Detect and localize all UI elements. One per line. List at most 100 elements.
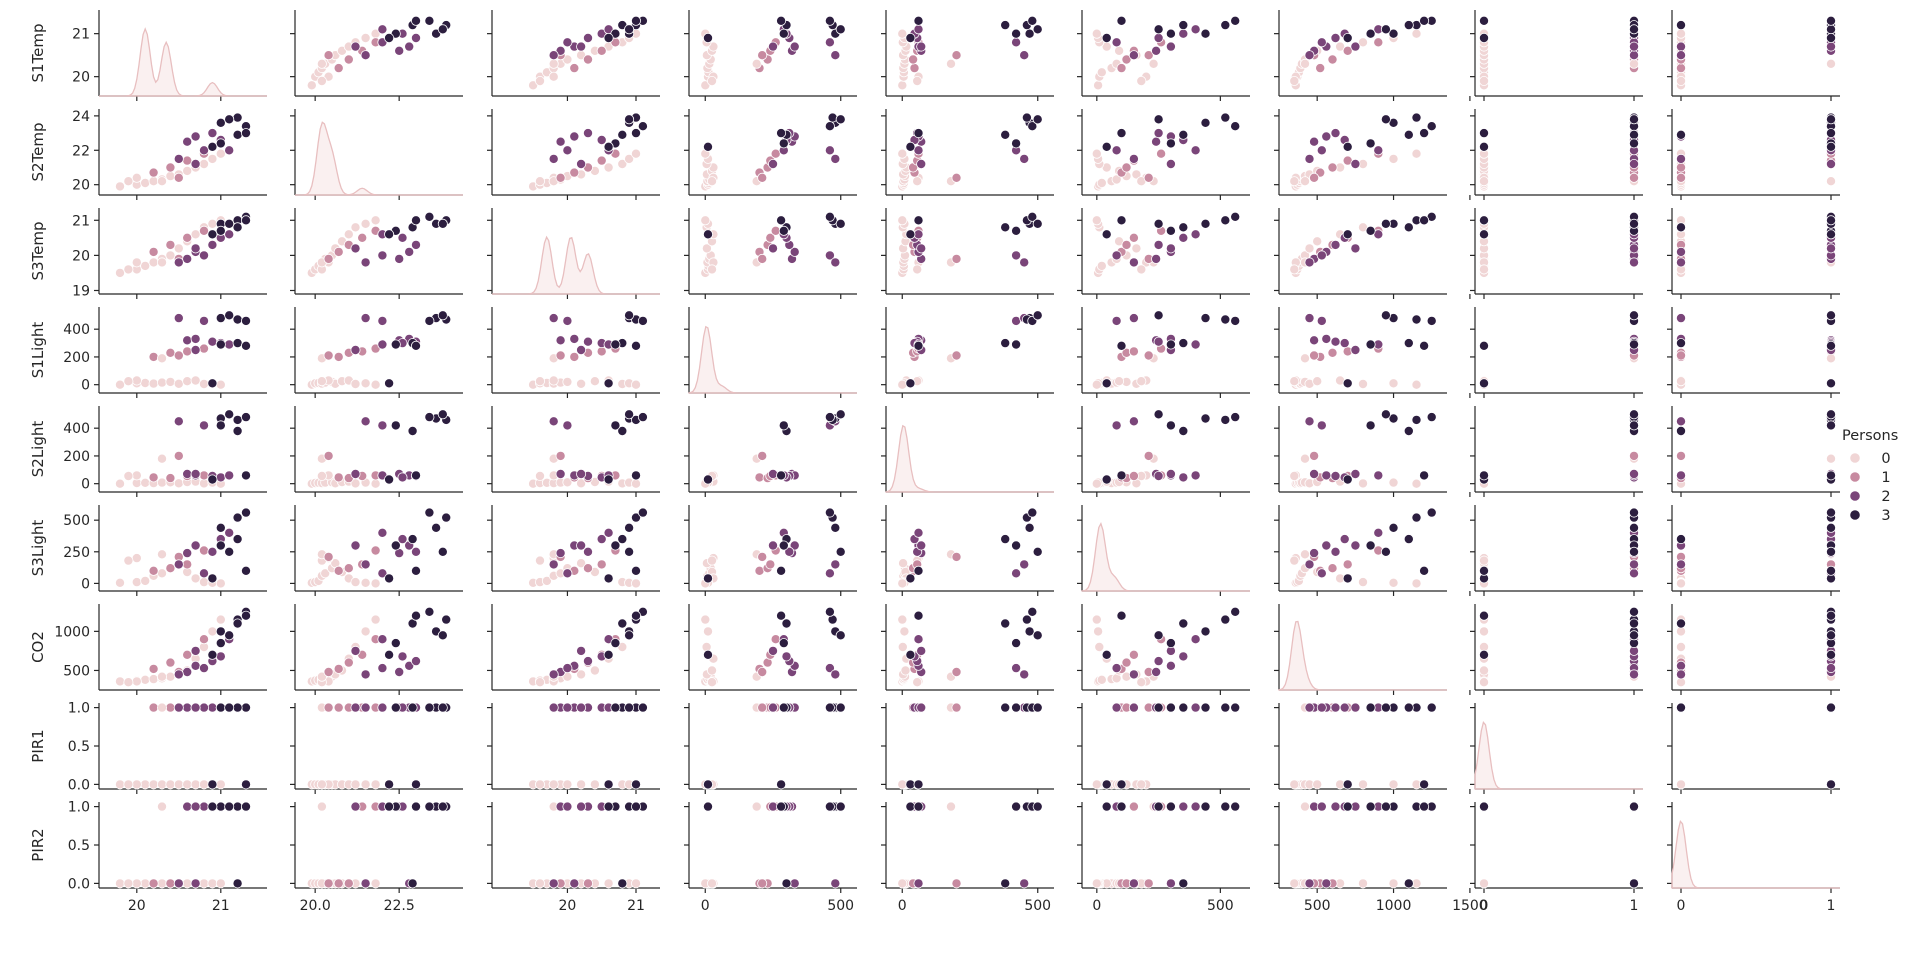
scatter-point: [384, 573, 395, 584]
scatter-point: [1629, 41, 1640, 52]
scatter-point: [562, 37, 573, 48]
scatter-point: [1027, 507, 1038, 518]
scatter-point: [198, 634, 209, 645]
scatter-point: [1136, 677, 1147, 688]
panel-s1light-vs-s3temp: [487, 307, 660, 398]
scatter-point: [360, 218, 371, 229]
scatter-point: [1111, 145, 1122, 156]
scatter-point: [1403, 129, 1414, 140]
scatter-point: [397, 534, 408, 545]
scatter-point: [173, 243, 184, 254]
scatter-point: [1289, 555, 1300, 566]
scatter-point: [1091, 878, 1102, 889]
scatter-point: [1676, 50, 1687, 61]
scatter-point: [148, 176, 159, 187]
scatter-point: [1178, 232, 1189, 243]
scatter-point: [165, 671, 176, 682]
scatter-point: [1032, 24, 1043, 35]
scatter-point: [1178, 338, 1189, 349]
scatter-point: [1101, 474, 1112, 485]
scatter-point: [182, 232, 193, 243]
scatter-point: [1121, 657, 1132, 668]
scatter-point: [1000, 338, 1011, 349]
scatter-point: [350, 468, 361, 479]
scatter-point: [1153, 656, 1164, 667]
scatter-point: [555, 335, 566, 346]
x-tick-label: 1: [1630, 898, 1639, 914]
scatter-point: [1629, 801, 1640, 812]
scatter-point: [1011, 638, 1022, 649]
scatter-point: [1426, 507, 1437, 518]
scatter-point: [215, 522, 226, 533]
panel-s2light-vs-pir1: [1470, 406, 1643, 497]
scatter-point: [1128, 649, 1139, 660]
scatter-point: [624, 310, 635, 321]
scatter-point: [701, 243, 712, 254]
scatter-point: [123, 555, 134, 566]
scatter-point: [1826, 158, 1837, 169]
scatter-point: [1629, 878, 1640, 889]
scatter-point: [424, 15, 435, 26]
kde-curve-persons-0: [1278, 620, 1447, 691]
scatter-point: [232, 414, 243, 425]
scatter-point: [789, 41, 800, 52]
scatter-point: [165, 702, 176, 713]
scatter-point: [1027, 606, 1038, 617]
scatter-point: [835, 801, 846, 812]
scatter-point: [1153, 409, 1164, 420]
scatter-point: [1365, 801, 1376, 812]
scatter-point: [215, 540, 226, 551]
x-tick-label: 22.5: [384, 898, 415, 914]
x-tick-label: 500: [1304, 898, 1331, 914]
scatter-point: [1629, 630, 1640, 641]
scatter-point: [1116, 470, 1127, 481]
scatter-point: [776, 801, 787, 812]
scatter-point: [617, 618, 628, 629]
scatter-point: [610, 339, 621, 350]
scatter-point: [165, 473, 176, 484]
panel-co2-vs-co2: [1274, 604, 1471, 695]
y-tick-label: 0: [81, 477, 90, 493]
scatter-point: [215, 420, 226, 431]
scatter-point: [1316, 250, 1327, 261]
scatter-point: [583, 128, 594, 139]
y-tick-label: 20: [72, 248, 90, 264]
scatter-point: [131, 375, 142, 386]
legend-label: 2: [1881, 489, 1890, 505]
scatter-point: [1388, 153, 1399, 164]
scatter-point: [548, 313, 559, 324]
scatter-point: [555, 450, 566, 461]
scatter-point: [232, 338, 243, 349]
scatter-point: [913, 15, 924, 26]
scatter-point: [316, 76, 327, 87]
scatter-point: [404, 246, 415, 257]
scatter-point: [576, 558, 587, 569]
scatter-point: [1629, 172, 1640, 183]
scatter-point: [173, 478, 184, 489]
scatter-point: [1111, 315, 1122, 326]
scatter-point: [123, 470, 134, 481]
scatter-point: [1178, 651, 1189, 662]
scatter-point: [1316, 702, 1327, 713]
scatter-point: [1826, 128, 1837, 139]
panel-s2light-vs-s3temp: [487, 406, 660, 497]
scatter-point: [1096, 260, 1107, 271]
scatter-point: [1629, 58, 1640, 69]
scatter-point: [576, 702, 587, 713]
panel-s3temp-vs-s1temp: 19 20 21 S3Temp: [29, 208, 267, 299]
scatter-point: [548, 702, 559, 713]
panel-s1temp-vs-s2light: [881, 10, 1054, 101]
scatter-point: [768, 540, 779, 551]
legend-marker: [1849, 471, 1861, 483]
scatter-point: [548, 669, 559, 680]
scatter-point: [394, 253, 405, 264]
scatter-point: [1676, 129, 1687, 140]
scatter-point: [637, 121, 648, 132]
scatter-point: [350, 344, 361, 355]
scatter-point: [905, 229, 916, 240]
scatter-point: [224, 801, 235, 812]
scatter-point: [156, 477, 167, 488]
scatter-point: [1388, 413, 1399, 424]
scatter-point: [768, 158, 779, 169]
scatter-point: [830, 669, 841, 680]
